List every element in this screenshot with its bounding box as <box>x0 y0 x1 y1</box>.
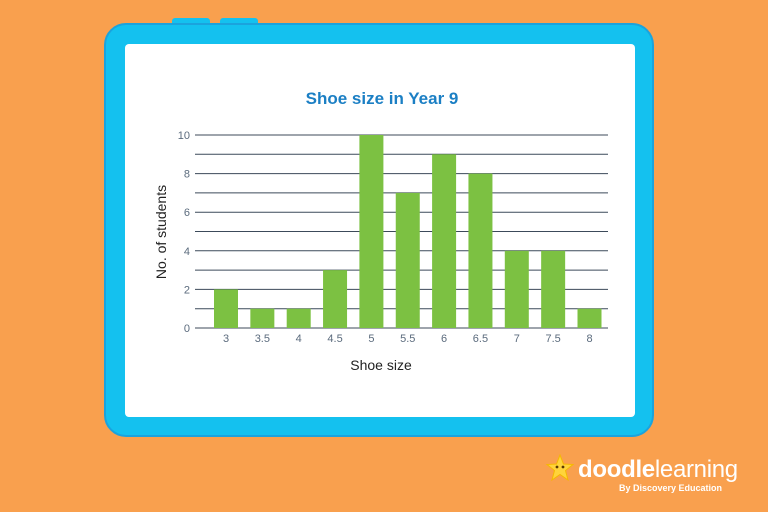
y-tick-label: 6 <box>184 207 190 219</box>
bar-3.5 <box>250 308 275 328</box>
logo-name-bold: doodle <box>578 456 655 483</box>
bar-3 <box>214 289 238 328</box>
y-tick-label: 2 <box>184 284 190 296</box>
chart-title: Shoe size in Year 9 <box>306 89 459 108</box>
bar-5.5 <box>395 192 420 328</box>
bars <box>214 135 602 328</box>
bar-7.5 <box>541 250 566 328</box>
x-tick-labels: 3 3.5 4 4.5 5 5.5 6 6.5 7 7.5 8 <box>223 333 593 345</box>
tablet-tab-left <box>172 18 210 24</box>
tablet-tab-right <box>220 18 258 24</box>
x-tick-label: 4 <box>296 333 302 345</box>
bar-6.5 <box>468 173 493 328</box>
doodlelearning-logo: doodlelearning By Discovery Education <box>545 454 750 496</box>
y-tick-label: 8 <box>184 169 190 181</box>
logo-name-light: learning <box>654 456 738 483</box>
logo-tagline: By Discovery Education <box>619 483 723 493</box>
bar-5 <box>359 135 384 328</box>
x-tick-label: 5.5 <box>400 333 415 345</box>
x-axis-label: Shoe size <box>350 357 412 373</box>
x-tick-label: 8 <box>586 333 592 345</box>
x-tick-label: 3 <box>223 333 229 345</box>
x-tick-label: 7 <box>514 333 520 345</box>
bar-4.5 <box>323 270 348 328</box>
bar-4 <box>286 308 311 328</box>
bar-8 <box>577 308 602 328</box>
x-tick-label: 6 <box>441 333 447 345</box>
y-tick-labels: 0 2 4 6 8 10 <box>178 130 190 335</box>
y-tick-label: 4 <box>184 246 190 258</box>
x-tick-label: 5 <box>368 333 374 345</box>
bar-7 <box>504 250 529 328</box>
x-tick-label: 6.5 <box>473 333 488 345</box>
logo-wordmark: doodlelearning <box>578 456 738 484</box>
y-tick-label: 10 <box>178 130 190 142</box>
star-icon <box>545 454 575 482</box>
x-tick-label: 7.5 <box>546 333 561 345</box>
bar-6 <box>432 154 457 328</box>
x-tick-label: 4.5 <box>327 333 342 345</box>
y-tick-label: 0 <box>184 323 190 335</box>
x-tick-label: 3.5 <box>255 333 270 345</box>
y-axis-label: No. of students <box>153 185 169 279</box>
